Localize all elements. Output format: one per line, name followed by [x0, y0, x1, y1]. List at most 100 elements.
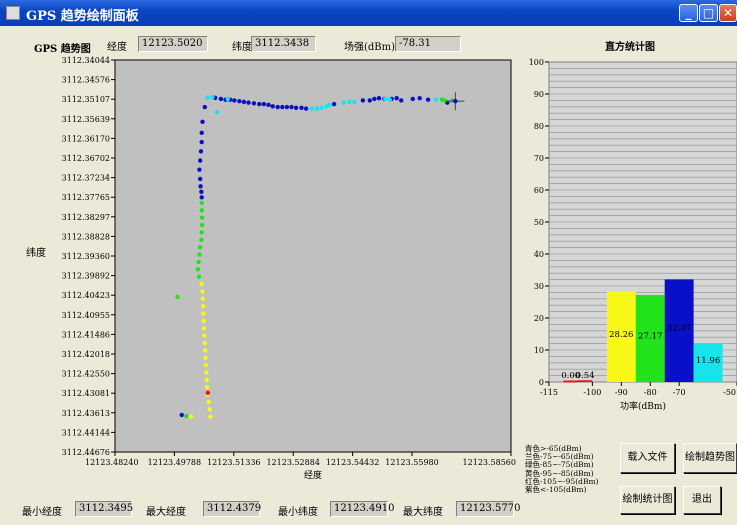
- data-point: [372, 96, 377, 102]
- data-point: [218, 96, 224, 102]
- y-tick-label: 3112.35639: [62, 115, 110, 124]
- data-point: [188, 414, 194, 419]
- x-tick-label: 12123.54432: [326, 458, 379, 467]
- data-point: [203, 355, 208, 360]
- y-tick-label: 10: [534, 346, 544, 355]
- minimize-button[interactable]: _: [679, 4, 698, 22]
- histogram-bar: [693, 343, 723, 382]
- data-point: [360, 98, 366, 103]
- legend-line: 青色>-65(dBm): [525, 444, 582, 453]
- data-point: [341, 100, 346, 105]
- y-tick-label: 3112.44144: [62, 428, 110, 437]
- y-tick-label: 40: [534, 250, 544, 259]
- x-tick-label: 12123.55980: [385, 458, 438, 467]
- y-tick-label: 3112.44676: [62, 448, 110, 457]
- data-point: [202, 340, 207, 346]
- data-point: [241, 99, 247, 105]
- gps-trend-plot[interactable]: 3112.44676 3112.44144 3112.43613 3112.43081…: [0, 52, 520, 492]
- data-point: [237, 98, 242, 104]
- scatter-xlabel: 经度: [304, 469, 322, 481]
- data-point: [266, 102, 271, 108]
- close-button[interactable]: ✕: [719, 4, 737, 22]
- y-tick-label: 3112.37765: [62, 193, 110, 202]
- maximize-button[interactable]: □: [699, 4, 718, 22]
- data-point: [201, 311, 206, 316]
- lon-readout: 12123.5020: [138, 36, 208, 52]
- lat-label: 纬度: [232, 42, 252, 53]
- data-point: [200, 289, 205, 294]
- bar-value-label: 28.26: [609, 330, 633, 340]
- y-tick-label: 80: [534, 122, 544, 131]
- histogram-xlabel: 功率(dBm): [620, 400, 666, 412]
- scatter-ylabel: 纬度: [26, 248, 46, 259]
- data-point: [251, 101, 257, 106]
- lat-readout: 3112.3438: [251, 36, 316, 52]
- y-tick-label: 3112.35107: [62, 95, 110, 104]
- legend-line: 紫色<-105(dBm): [525, 485, 587, 495]
- data-point: [382, 96, 388, 102]
- data-point: [270, 104, 275, 109]
- legend-line: 兰色-75~-65(dBm): [525, 452, 594, 462]
- histogram-bar: [635, 295, 665, 382]
- x-tick-label: -50: [723, 388, 736, 397]
- data-point: [197, 167, 202, 172]
- data-point: [201, 318, 206, 324]
- data-point: [195, 267, 201, 272]
- histogram-bar: [606, 291, 636, 382]
- x-tick-label: -80: [644, 388, 657, 397]
- x-tick-label: 12123.51336: [207, 458, 260, 467]
- data-point: [175, 294, 180, 300]
- data-point: [204, 377, 209, 383]
- data-point: [179, 412, 184, 418]
- max-lon-label: 最大纬度: [403, 507, 443, 518]
- draw-trend-button[interactable]: 绘制趋势图: [683, 443, 737, 473]
- data-point: [200, 119, 205, 124]
- data-point: [417, 95, 422, 101]
- data-point: [399, 98, 404, 103]
- data-point: [197, 252, 202, 257]
- data-point: [261, 101, 267, 107]
- data-point: [199, 215, 205, 220]
- title-bar[interactable]: GPS 趋势绘制面板 _ □ ✕: [0, 0, 737, 26]
- x-tick-label: 12123.48240: [85, 458, 138, 467]
- data-point: [367, 98, 372, 103]
- y-tick-label: 3112.40423: [62, 291, 110, 300]
- data-point: [199, 130, 204, 136]
- load-file-button[interactable]: 载入文件: [620, 443, 675, 473]
- data-point: [198, 184, 203, 189]
- data-point: [198, 149, 204, 154]
- y-tick-label: 20: [534, 314, 544, 323]
- x-tick-label: 12123.52884: [266, 458, 319, 467]
- exit-button[interactable]: 退出: [683, 486, 721, 514]
- y-tick-label: 3112.43613: [62, 409, 110, 418]
- data-point: [196, 259, 201, 265]
- min-lat-label: 最小经度: [22, 507, 62, 518]
- y-tick-label: 3112.37234: [62, 174, 110, 183]
- legend-line: 绿色-85~-75(dBm): [525, 460, 594, 470]
- data-point: [199, 139, 204, 145]
- y-tick-label: 0: [539, 378, 544, 387]
- data-point: [207, 407, 212, 412]
- data-point: [275, 104, 280, 110]
- data-point: [197, 176, 203, 182]
- data-point: [425, 97, 431, 102]
- y-tick-label: 3112.38828: [62, 232, 110, 241]
- x-tick-label: -100: [583, 388, 601, 397]
- lon-label: 经度: [107, 42, 127, 53]
- draw-stats-button[interactable]: 绘制统计图: [620, 486, 675, 514]
- max-lat-readout: 3112.4379: [203, 501, 261, 517]
- data-point: [202, 333, 207, 338]
- data-point: [331, 101, 337, 107]
- data-point: [319, 105, 324, 110]
- y-tick-label: 3112.42550: [62, 370, 110, 379]
- y-tick-label: 3112.36170: [62, 134, 110, 143]
- y-tick-label: 90: [534, 90, 544, 99]
- window-title: GPS 趋势绘制面板: [26, 9, 139, 24]
- data-point: [197, 158, 203, 163]
- data-point: [394, 95, 399, 101]
- data-point: [199, 281, 204, 287]
- data-point: [257, 101, 262, 107]
- data-point: [314, 106, 320, 111]
- min-lon-label: 最小纬度: [278, 507, 318, 518]
- data-point: [442, 98, 447, 103]
